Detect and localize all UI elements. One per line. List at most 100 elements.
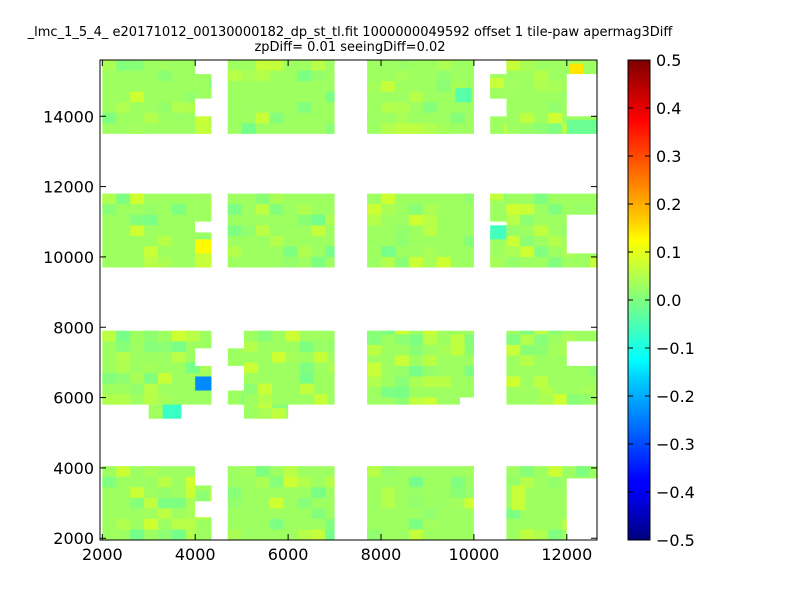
heatmap-cell [325,123,335,134]
heatmap-cell [464,497,474,509]
heatmap-cell [490,77,505,89]
heatmap-cell [144,508,159,519]
heatmap-cell [394,225,409,236]
heatmap-cell [158,372,172,384]
heatmap-cell [158,60,172,71]
heatmap-cell [422,256,437,268]
heatmap-cell [504,123,507,134]
heatmap-cell [367,344,382,356]
heatmap-cell [408,214,423,226]
heatmap-cell [144,256,159,268]
heatmap-cell [313,394,328,405]
heatmap-cell [576,466,591,477]
heatmap-highlight-cell [367,362,382,377]
heatmap-cell [520,246,535,257]
heatmap-cell [436,60,451,71]
heatmap-cell [299,383,314,395]
heatmap-cell [241,466,256,477]
heatmap-cell [144,383,159,395]
heatmap-cell [422,508,437,519]
heatmap-cell [313,341,328,352]
heatmap-cell [520,204,535,215]
heatmap-cell [422,334,437,345]
heatmap-cell [367,529,382,540]
heatmap-cell [102,204,117,215]
heatmap-cell [534,214,549,226]
colorbar-tick-label: 0.1 [656,243,681,262]
heatmap-gap [473,466,491,540]
heatmap-cell [144,466,159,477]
colorbar-tick-label: 0.5 [656,51,681,70]
heatmap-cell [227,487,242,498]
heatmap-cell [297,246,312,257]
heatmap-cell [144,394,159,405]
heatmap-cell [367,81,382,92]
heatmap-cell [285,351,300,363]
heatmap-cell [506,204,521,215]
heatmap-highlight-cell [511,485,526,511]
heatmap-cell [297,102,312,113]
heatmap-cell [394,235,409,247]
heatmap-cell [227,529,242,540]
heatmap-cell [297,529,312,540]
heatmap-cell [381,123,395,134]
heatmap-cell [257,404,272,409]
heatmap-cell [367,376,382,388]
heatmap-cell [381,466,395,477]
heatmap-cell [283,466,298,477]
heatmap-cell [116,362,131,373]
heatmap-cell [144,204,159,215]
heatmap-cell [520,387,526,395]
heatmap-cell [506,344,521,356]
heatmap-cell [257,330,272,342]
colorbar-tick-label: 0.3 [656,147,681,166]
heatmap-cell [534,330,549,335]
heatmap-cell [241,123,256,134]
heatmap-cell [241,394,244,405]
heatmap-cell [436,70,451,82]
heatmap-cell [144,341,159,352]
heatmap-gap [195,501,212,518]
heatmap-cell [130,214,145,226]
heatmap-cell [116,341,131,352]
heatmap-cell [116,193,131,205]
heatmap-cell [130,497,145,509]
heatmap-cell [199,362,212,373]
heatmap-cell [367,330,382,335]
heatmap-cell [297,204,312,215]
heatmap-cell [158,351,172,363]
heatmap-cell [297,476,312,488]
heatmap-cell [408,204,423,215]
heatmap-cell [394,123,409,134]
heatmap-cell [590,256,597,268]
heatmap-cell [171,497,186,509]
heatmap-cell [285,330,300,342]
heatmap-cell [394,355,409,366]
heatmap-cell [394,376,409,388]
heatmap-cell [325,529,335,540]
heatmap-cell [158,529,172,540]
heatmap-cell [130,383,145,395]
heatmap-cell [102,476,117,488]
heatmap-cell [241,529,256,540]
heatmap-cell [408,344,423,356]
heatmap-cell [171,351,186,363]
heatmap-cell [580,387,595,395]
heatmap-cell [548,330,563,335]
heatmap-cell [422,102,437,113]
heatmap-cell [408,487,423,498]
heatmap-cell [367,204,382,215]
heatmap-cell [243,362,258,373]
heatmap-cell [144,112,159,124]
heatmap-cell [255,193,270,205]
heatmap-cell [422,376,437,388]
heatmap-gap [566,74,597,117]
heatmap-gap [490,98,507,117]
heatmap-cell [130,529,145,540]
heatmap-cell [195,490,210,502]
heatmap-cell [394,334,409,345]
colorbar-tick-label: 0.2 [656,195,681,214]
heatmap-cell [255,466,270,477]
heatmap-highlight-cell [195,376,212,391]
heatmap-cell [504,193,507,201]
